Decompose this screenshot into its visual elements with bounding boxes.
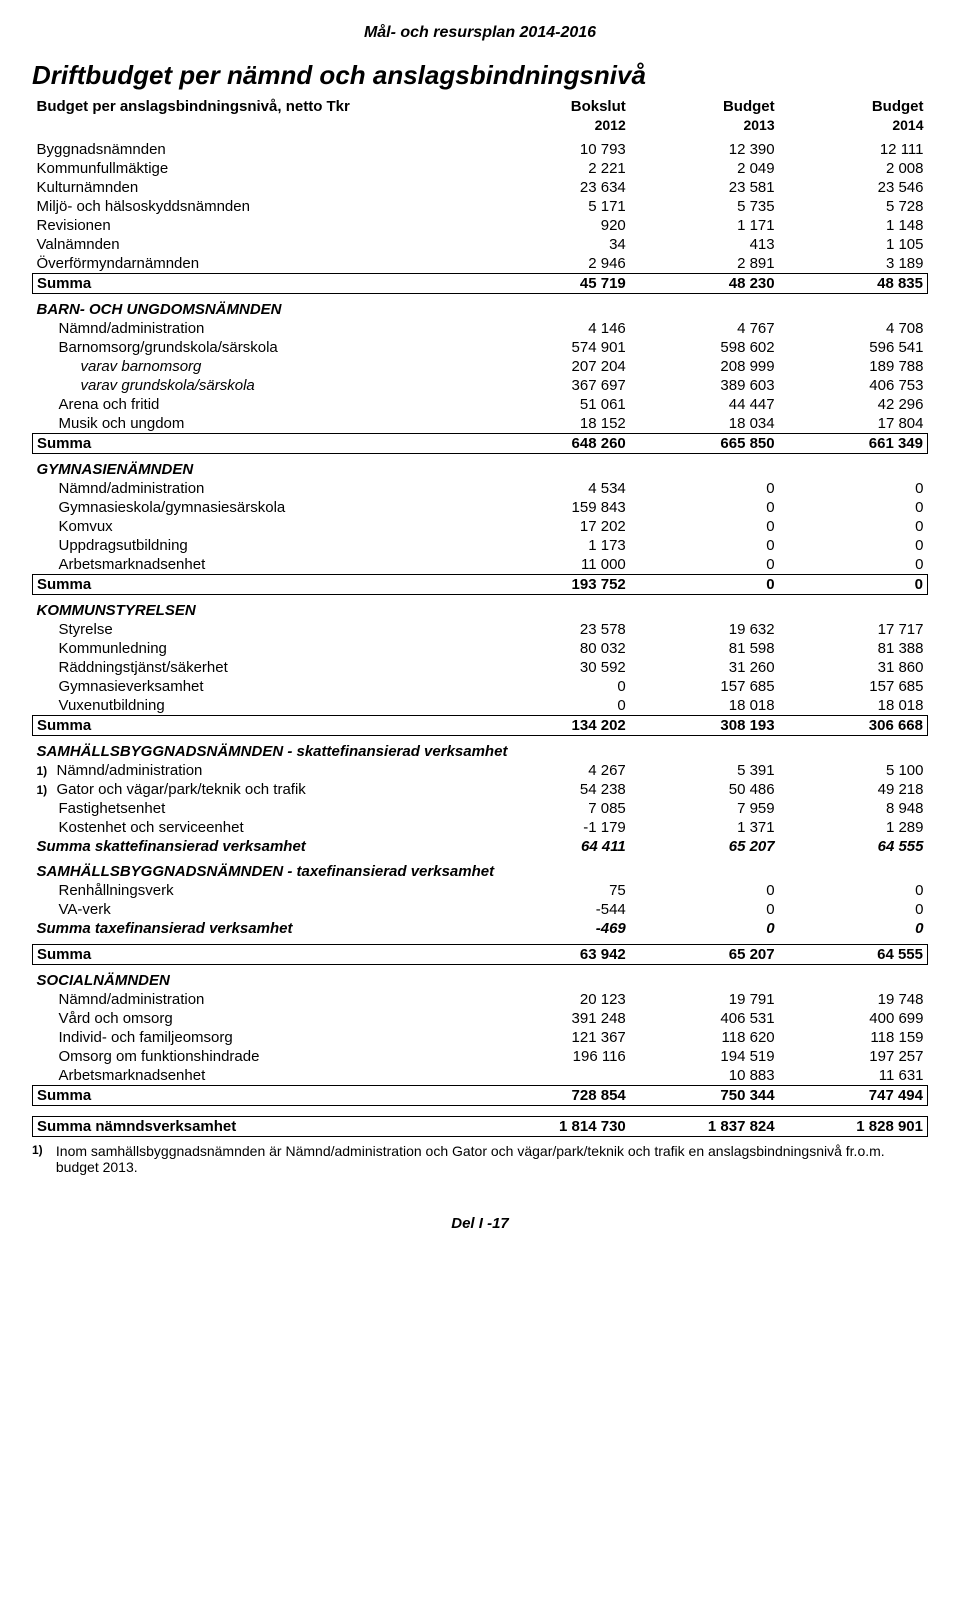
table-row: 1)Gator och vägar/park/teknik och trafik…: [33, 780, 928, 799]
table-row: varav grundskola/särskola367 697389 6034…: [33, 376, 928, 395]
table-row: VA-verk-54400: [33, 900, 928, 919]
section-header: SAMHÄLLSBYGGNADSNÄMNDEN - skattefinansie…: [33, 742, 928, 761]
table-row: Summa193 75200: [33, 575, 928, 595]
table-row: Styrelse23 57819 63217 717: [33, 620, 928, 639]
table-row: Nämnd/administration20 12319 79119 748: [33, 990, 928, 1009]
table-row: Byggnadsnämnden10 79312 39012 111: [33, 140, 928, 159]
table-row: Kommunfullmäktige2 2212 0492 008: [33, 159, 928, 178]
table-row: Revisionen9201 1711 148: [33, 216, 928, 235]
table-row: Räddningstjänst/säkerhet30 59231 26031 8…: [33, 658, 928, 677]
table-row: Gymnasieverksamhet0157 685157 685: [33, 677, 928, 696]
table-row: Vuxenutbildning018 01818 018: [33, 696, 928, 716]
budget-table: Budget per anslagsbindningsnivå, netto T…: [32, 97, 928, 1137]
table-row: Summa45 71948 23048 835: [33, 274, 928, 294]
table-row: Individ- och familjeomsorg121 367118 620…: [33, 1028, 928, 1047]
table-row: Kommunledning80 03281 59881 388: [33, 639, 928, 658]
footnote-text: Inom samhällsbyggnadsnämnden är Nämnd/ad…: [56, 1143, 916, 1175]
table-row: Summa63 94265 20764 555: [33, 945, 928, 965]
table-row: Nämnd/administration4 1464 7674 708: [33, 319, 928, 338]
table-row: Överförmyndarnämnden2 9462 8913 189: [33, 254, 928, 274]
table-row: Renhållningsverk7500: [33, 881, 928, 900]
table-row: Gymnasieskola/gymnasiesärskola159 84300: [33, 498, 928, 517]
table-row: Miljö- och hälsoskyddsnämnden5 1715 7355…: [33, 197, 928, 216]
footnote: 1) Inom samhällsbyggnadsnämnden är Nämnd…: [32, 1143, 928, 1175]
table-row: Summa nämndsverksamhet1 814 7301 837 824…: [33, 1117, 928, 1137]
table-row: Komvux17 20200: [33, 517, 928, 536]
table-row: Summa728 854750 344747 494: [33, 1086, 928, 1106]
doc-header: Mål- och resursplan 2014-2016: [32, 24, 928, 42]
footnote-mark: 1): [32, 1143, 52, 1157]
table-row: Nämnd/administration4 53400: [33, 479, 928, 498]
section-header: SAMHÄLLSBYGGNADSNÄMNDEN - taxefinansiera…: [33, 862, 928, 881]
section-header: SOCIALNÄMNDEN: [33, 971, 928, 990]
table-row: Arbetsmarknadsenhet10 88311 631: [33, 1066, 928, 1086]
section-header: BARN- OCH UNGDOMSNÄMNDEN: [33, 300, 928, 319]
table-row: Arena och fritid51 06144 44742 296: [33, 395, 928, 414]
table-row: 1)Nämnd/administration4 2675 3915 100: [33, 761, 928, 780]
table-row: Kulturnämnden23 63423 58123 546: [33, 178, 928, 197]
table-row: Vård och omsorg391 248406 531400 699: [33, 1009, 928, 1028]
table-row: Kostenhet och serviceenhet-1 1791 3711 2…: [33, 818, 928, 837]
table-row: Valnämnden344131 105: [33, 235, 928, 254]
column-header-1: Budget per anslagsbindningsnivå, netto T…: [33, 97, 928, 116]
table-row: Omsorg om funktionshindrade196 116194 51…: [33, 1047, 928, 1066]
table-row: Fastighetsenhet7 0857 9598 948: [33, 799, 928, 818]
page-title: Driftbudget per nämnd och anslagsbindnin…: [32, 60, 928, 91]
table-row: Summa648 260665 850661 349: [33, 434, 928, 454]
table-row: Summa skattefinansierad verksamhet64 411…: [33, 837, 928, 856]
table-row: varav barnomsorg207 204208 999189 788: [33, 357, 928, 376]
table-row: Barnomsorg/grundskola/särskola574 901598…: [33, 338, 928, 357]
page-footer: Del I -17: [32, 1215, 928, 1232]
column-header-2: 201220132014: [33, 116, 928, 134]
table-row: Arbetsmarknadsenhet11 00000: [33, 555, 928, 575]
section-header: GYMNASIENÄMNDEN: [33, 460, 928, 479]
table-row: Summa taxefinansierad verksamhet-46900: [33, 919, 928, 938]
table-row: Summa134 202308 193306 668: [33, 716, 928, 736]
table-row: Uppdragsutbildning1 17300: [33, 536, 928, 555]
section-header: KOMMUNSTYRELSEN: [33, 601, 928, 620]
table-row: Musik och ungdom18 15218 03417 804: [33, 414, 928, 434]
